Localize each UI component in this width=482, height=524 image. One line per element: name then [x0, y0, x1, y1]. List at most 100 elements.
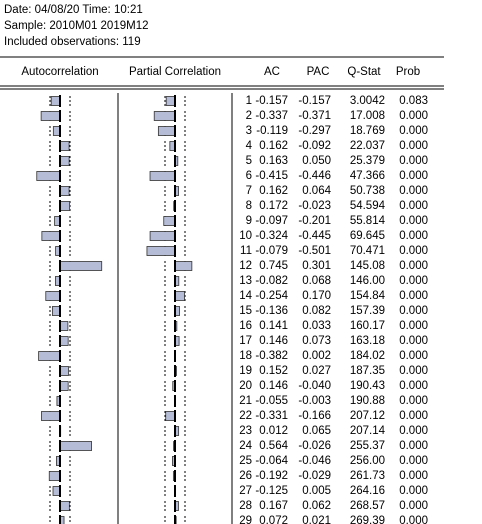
cell: 0.000	[399, 320, 428, 332]
cell: -0.055	[255, 395, 288, 407]
header-line: Included observations: 119	[4, 36, 141, 48]
cell: -0.446	[298, 170, 331, 182]
cell: 0.301	[302, 260, 331, 272]
cell: 0.141	[259, 320, 288, 332]
pac-bar	[157, 126, 176, 136]
ac-bar	[36, 171, 61, 181]
cell: 50.738	[350, 185, 385, 197]
cell: 25.379	[350, 155, 385, 167]
cell: 12	[239, 260, 252, 272]
cell: 0.000	[399, 290, 428, 302]
cell: 0.000	[399, 500, 428, 512]
cell: 207.12	[350, 410, 385, 422]
cell: 0.000	[399, 395, 428, 407]
cell: 69.645	[350, 230, 385, 242]
column-header: Partial Correlation	[129, 66, 221, 78]
cell: -0.501	[298, 245, 331, 257]
cell: 163.18	[350, 335, 385, 347]
cell: -0.337	[255, 110, 288, 122]
cell: 0.033	[302, 320, 331, 332]
cell: -0.082	[255, 275, 288, 287]
cell: 54.594	[350, 200, 386, 212]
cell: 0.073	[302, 335, 331, 347]
cell: 0.000	[399, 185, 428, 197]
cell: 0.000	[399, 380, 428, 392]
pac-bar	[174, 261, 193, 271]
cell: -0.136	[255, 305, 288, 317]
cell: 17	[239, 335, 252, 347]
cell: 0.152	[259, 365, 288, 377]
ac-bar	[59, 201, 71, 211]
cell: 0.172	[259, 200, 288, 212]
cell: 0.000	[399, 515, 428, 524]
cell: 0.146	[259, 335, 288, 347]
cell: 2	[246, 110, 252, 122]
header-line: Date: 04/08/20 Time: 10:21	[4, 4, 143, 16]
cell: 24	[239, 440, 252, 452]
cell: -0.026	[298, 440, 331, 452]
cell: 18.769	[350, 125, 385, 137]
column-header: AC	[264, 66, 280, 78]
ac-bar	[41, 231, 61, 241]
cell: 25	[239, 455, 252, 467]
cell: 190.88	[350, 395, 385, 407]
cell: 0.000	[399, 125, 428, 137]
ac-bar	[59, 141, 70, 151]
cell: 21	[239, 395, 252, 407]
cell: 70.471	[350, 245, 385, 257]
cell: 1	[246, 95, 252, 107]
pac-bar	[174, 291, 185, 301]
cell: 0.021	[302, 515, 331, 524]
cell: 47.366	[350, 170, 385, 182]
cell: 15	[239, 305, 252, 317]
cell: 22.037	[350, 140, 385, 152]
ac-bar	[38, 351, 61, 361]
cell: 16	[239, 320, 252, 332]
column-header: Autocorrelation	[21, 66, 98, 78]
ac-bar	[50, 96, 61, 106]
cell: 255.37	[350, 440, 385, 452]
cell: 0.065	[302, 425, 331, 437]
cell: 17.008	[350, 110, 385, 122]
cell: 3	[246, 125, 252, 137]
cell: 0.000	[399, 140, 428, 152]
pac-bar	[149, 171, 176, 181]
column-header: Prob	[396, 66, 420, 78]
ac-bar	[59, 186, 70, 196]
ac-bar	[59, 441, 92, 451]
cell: 269.39	[350, 515, 385, 524]
cell: 146.00	[350, 275, 385, 287]
cell: -0.029	[298, 470, 331, 482]
cell: -0.092	[298, 140, 331, 152]
cell: 0.167	[259, 500, 288, 512]
cell: 0.000	[399, 215, 428, 227]
cell: -0.003	[298, 395, 331, 407]
cell: -0.023	[298, 200, 331, 212]
pac-bar	[165, 411, 176, 421]
cell: -0.166	[298, 410, 331, 422]
ac-bar	[52, 486, 61, 496]
cell: 0.000	[399, 170, 428, 182]
cell: 3.0042	[350, 95, 385, 107]
cell: 55.814	[350, 215, 386, 227]
cell: 11	[240, 245, 252, 257]
cell: 26	[239, 470, 252, 482]
cell: 0.062	[302, 500, 331, 512]
cell: -0.192	[255, 470, 288, 482]
cell: 0.000	[399, 275, 428, 287]
cell: 0.000	[399, 200, 428, 212]
ac-bar	[59, 261, 103, 271]
cell: 0.027	[302, 365, 331, 377]
cell: -0.371	[298, 110, 331, 122]
cell: 207.14	[350, 425, 386, 437]
cell: -0.324	[255, 230, 288, 242]
cell: 0.000	[399, 440, 428, 452]
cell: 8	[246, 200, 252, 212]
cell: 0.162	[259, 140, 288, 152]
cell: -0.157	[298, 95, 331, 107]
cell: 0.000	[399, 110, 428, 122]
cell: -0.331	[255, 410, 288, 422]
cell: -0.040	[298, 380, 331, 392]
ac-bar	[59, 366, 69, 376]
